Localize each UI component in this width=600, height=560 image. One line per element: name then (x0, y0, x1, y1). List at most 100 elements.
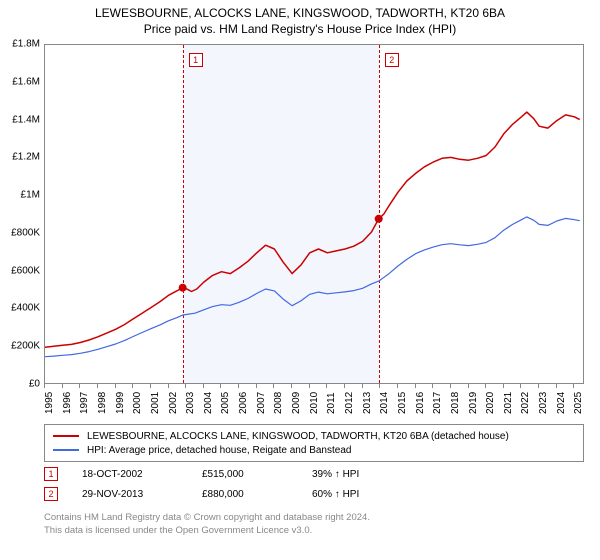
marker-table: 1 18-OCT-2002 £515,000 39% ↑ HPI 2 29-NO… (44, 464, 584, 504)
chart-container: LEWESBOURNE, ALCOCKS LANE, KINGSWOOD, TA… (0, 0, 600, 560)
marker-badge: 2 (44, 487, 58, 501)
x-tick (256, 384, 257, 388)
x-tick (573, 384, 574, 388)
x-tick (538, 384, 539, 388)
y-tick-label: £400K (0, 303, 40, 314)
x-tick-label: 1997 (79, 392, 90, 414)
x-tick (309, 384, 310, 388)
x-tick (185, 384, 186, 388)
marker-price: £880,000 (202, 489, 312, 500)
y-tick-label: £1.4M (0, 114, 40, 125)
x-tick-label: 2011 (326, 392, 337, 414)
x-tick-label: 2009 (291, 392, 302, 414)
x-tick-label: 1996 (62, 392, 73, 414)
y-tick-label: £1M (0, 190, 40, 201)
marker-pct: 60% ↑ HPI (312, 489, 462, 500)
marker-date: 29-NOV-2013 (82, 489, 202, 500)
y-tick-label: £200K (0, 341, 40, 352)
y-tick-label: £800K (0, 227, 40, 238)
x-tick (397, 384, 398, 388)
x-tick-label: 2017 (432, 392, 443, 414)
x-tick-label: 2000 (132, 392, 143, 414)
marker-date: 18-OCT-2002 (82, 469, 202, 480)
legend-label: HPI: Average price, detached house, Reig… (87, 445, 351, 456)
y-tick-label: £1.2M (0, 152, 40, 163)
y-tick-label: £0 (0, 379, 40, 390)
x-tick (520, 384, 521, 388)
x-tick-label: 2010 (309, 392, 320, 414)
x-tick (362, 384, 363, 388)
x-tick (450, 384, 451, 388)
title-sub: Price paid vs. HM Land Registry's House … (0, 22, 600, 36)
x-tick-label: 1998 (97, 392, 108, 414)
x-tick (291, 384, 292, 388)
x-tick-label: 2006 (238, 392, 249, 414)
x-tick (150, 384, 151, 388)
title-main: LEWESBOURNE, ALCOCKS LANE, KINGSWOOD, TA… (0, 6, 600, 20)
marker-dot (375, 215, 383, 223)
x-tick-label: 2019 (468, 392, 479, 414)
x-tick-label: 2002 (168, 392, 179, 414)
legend-swatch (53, 435, 79, 437)
x-tick (344, 384, 345, 388)
x-tick-label: 2025 (573, 392, 584, 414)
legend-row: HPI: Average price, detached house, Reig… (53, 443, 575, 457)
legend: LEWESBOURNE, ALCOCKS LANE, KINGSWOOD, TA… (44, 424, 584, 462)
y-tick-label: £1.6M (0, 76, 40, 87)
marker-row: 1 18-OCT-2002 £515,000 39% ↑ HPI (44, 464, 584, 484)
x-tick (168, 384, 169, 388)
series-line-lewesbourne (45, 112, 580, 347)
x-tick (79, 384, 80, 388)
x-tick-label: 2012 (344, 392, 355, 414)
y-tick-label: £600K (0, 265, 40, 276)
footer: Contains HM Land Registry data © Crown c… (44, 512, 584, 538)
x-tick-label: 2008 (273, 392, 284, 414)
marker-dot (179, 284, 187, 292)
x-tick-label: 2013 (362, 392, 373, 414)
x-tick-label: 2021 (503, 392, 514, 414)
x-tick (432, 384, 433, 388)
x-tick (62, 384, 63, 388)
x-tick-label: 2001 (150, 392, 161, 414)
footer-line: Contains HM Land Registry data © Crown c… (44, 512, 584, 525)
x-tick-label: 2024 (556, 392, 567, 414)
x-tick-label: 2020 (485, 392, 496, 414)
x-tick (220, 384, 221, 388)
y-tick-label: £1.8M (0, 39, 40, 50)
x-tick-label: 2016 (415, 392, 426, 414)
x-tick (415, 384, 416, 388)
x-tick-label: 2023 (538, 392, 549, 414)
x-tick (238, 384, 239, 388)
plot-area: 12 (44, 44, 584, 384)
legend-label: LEWESBOURNE, ALCOCKS LANE, KINGSWOOD, TA… (87, 431, 509, 442)
x-tick-label: 2015 (397, 392, 408, 414)
x-tick (326, 384, 327, 388)
x-tick (485, 384, 486, 388)
x-tick (273, 384, 274, 388)
marker-pct: 39% ↑ HPI (312, 469, 462, 480)
x-tick (203, 384, 204, 388)
legend-swatch (53, 449, 79, 451)
legend-row: LEWESBOURNE, ALCOCKS LANE, KINGSWOOD, TA… (53, 429, 575, 443)
x-tick (556, 384, 557, 388)
x-tick-label: 2005 (220, 392, 231, 414)
x-tick-label: 1999 (115, 392, 126, 414)
marker-badge: 1 (44, 467, 58, 481)
x-tick-label: 1995 (44, 392, 55, 414)
x-tick (44, 384, 45, 388)
footer-line: This data is licensed under the Open Gov… (44, 525, 584, 538)
x-tick (132, 384, 133, 388)
x-tick-label: 2007 (256, 392, 267, 414)
x-tick-label: 2022 (520, 392, 531, 414)
marker-row: 2 29-NOV-2013 £880,000 60% ↑ HPI (44, 484, 584, 504)
x-tick-label: 2004 (203, 392, 214, 414)
x-tick-label: 2018 (450, 392, 461, 414)
x-tick-label: 2003 (185, 392, 196, 414)
chart-svg (45, 45, 585, 385)
x-tick-label: 2014 (379, 392, 390, 414)
marker-price: £515,000 (202, 469, 312, 480)
series-line-hpi (45, 217, 580, 357)
x-tick (503, 384, 504, 388)
titles: LEWESBOURNE, ALCOCKS LANE, KINGSWOOD, TA… (0, 0, 600, 36)
x-tick (379, 384, 380, 388)
